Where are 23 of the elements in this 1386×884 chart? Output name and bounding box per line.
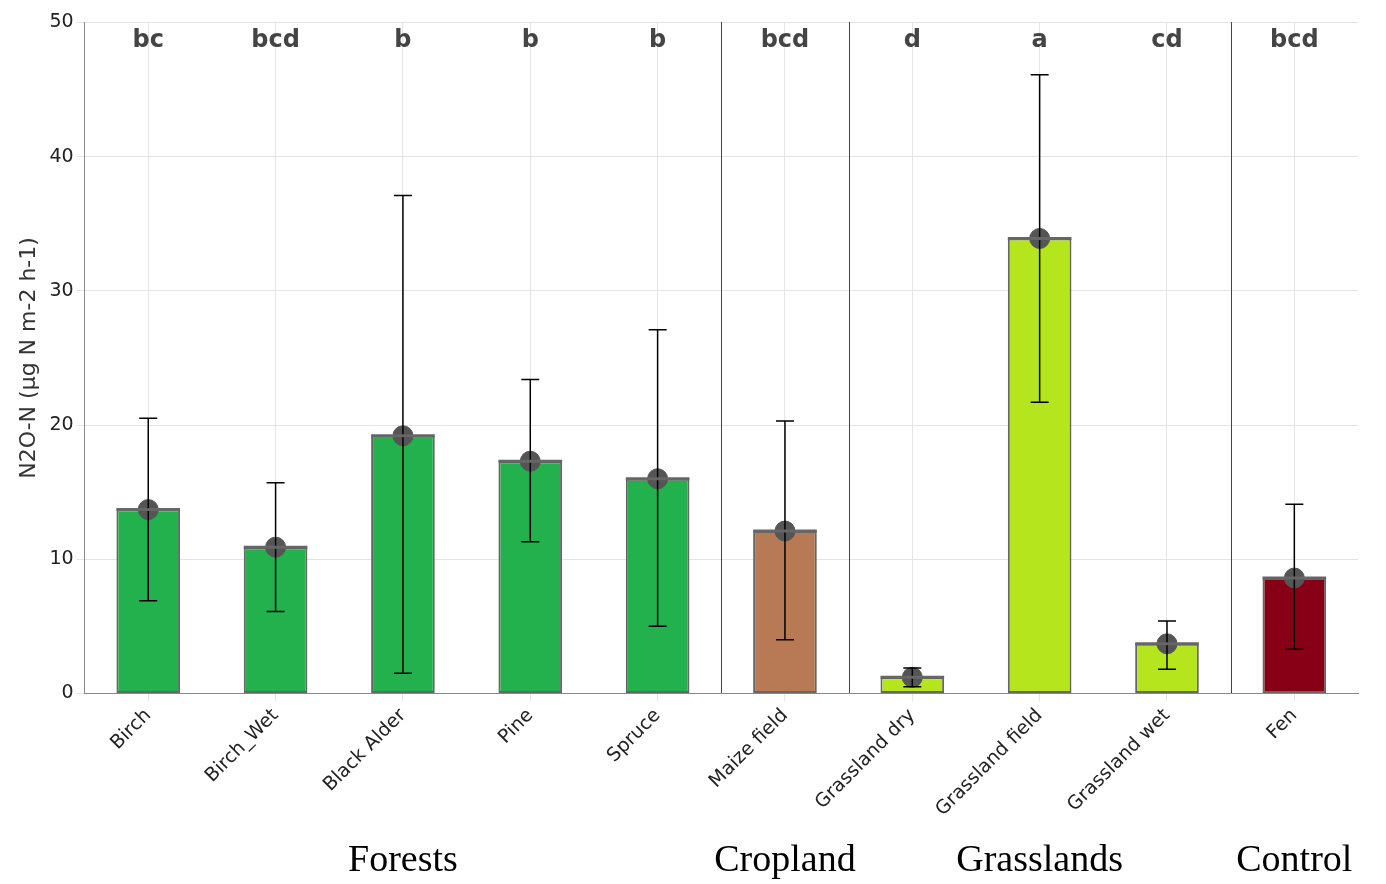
annotation: b [521, 24, 539, 53]
y-tick-label: 30 [49, 277, 74, 300]
y-tick-label: 0 [61, 680, 74, 703]
annotation: d [903, 24, 921, 53]
text: Control [1236, 836, 1353, 879]
annotation: a [1031, 24, 1048, 53]
y-tick-label: 40 [49, 143, 74, 166]
y-tick-label: 50 [49, 9, 74, 32]
text: Grasslands [956, 836, 1124, 879]
x-tick-label: Pine [492, 703, 537, 748]
annotation: cd [1151, 24, 1183, 53]
y-tick-label: 20 [49, 411, 74, 434]
annotation: bcd [1270, 24, 1319, 53]
annotation: b [649, 24, 667, 53]
annotation: b [394, 24, 412, 53]
annotation: bc [132, 24, 164, 53]
x-tick-label: Fen [1261, 703, 1301, 743]
text: Forests [348, 836, 458, 879]
text: Cropland [714, 836, 856, 879]
annotation: bcd [760, 24, 810, 53]
y-axis-title: N2O-N (µg N m-2 h-1) [14, 237, 40, 479]
annotation: bcd [251, 24, 300, 53]
y-tick-label: 10 [49, 546, 74, 569]
